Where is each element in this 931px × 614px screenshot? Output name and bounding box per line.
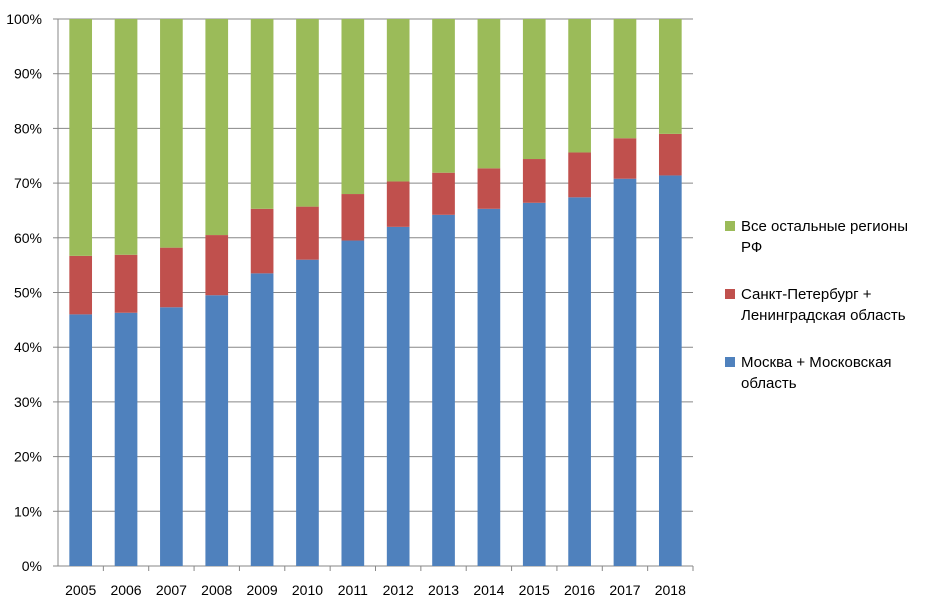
bar-segment-series-1-2008 — [205, 235, 229, 296]
bar-segment-series-1-2007 — [160, 247, 183, 308]
bar-segment-series-0-2015 — [522, 202, 546, 567]
x-tick-label: 2012 — [383, 582, 414, 598]
bar-segment-series-0-2006 — [114, 312, 138, 566]
bar-segment-series-0-2017 — [613, 178, 637, 566]
bar-segment-series-1-2013 — [432, 172, 455, 215]
x-tick-label: 2014 — [473, 582, 504, 598]
bar-segment-series-1-2009 — [250, 208, 274, 274]
legend-label-other-regions-line2: РФ — [741, 239, 763, 256]
x-tick-label: 2018 — [655, 582, 686, 598]
bar-segment-series-0-2016 — [568, 197, 591, 566]
bar-segment-series-0-2009 — [250, 273, 274, 566]
bar-segment-series-1-2016 — [568, 152, 591, 198]
bar-segment-series-2-2017 — [613, 19, 637, 139]
legend-label-spb-line2: Ленинградская область — [741, 307, 906, 324]
y-tick-label: 20% — [14, 449, 42, 465]
bar-segment-series-2-2011 — [341, 19, 365, 195]
bar-segment-series-0-2018 — [658, 175, 682, 566]
x-tick-label: 2011 — [338, 582, 368, 598]
bar-segment-series-1-2011 — [341, 194, 365, 241]
legend: Все остальные регионы РФ Санкт-Петербург… — [725, 216, 925, 420]
legend-item-moscow: Москва + Московская область — [725, 352, 925, 394]
bar-segment-series-1-2015 — [522, 159, 546, 203]
legend-item-spb: Санкт-Петербург + Ленинградская область — [725, 284, 925, 326]
bar-segment-series-0-2013 — [432, 214, 455, 567]
x-tick-label: 2006 — [110, 582, 141, 598]
bar-segment-series-0-2007 — [160, 307, 183, 566]
bar-segment-series-0-2014 — [477, 208, 501, 566]
bar-segment-series-2-2015 — [522, 19, 546, 160]
bar-segment-series-2-2009 — [250, 19, 274, 209]
bar-segment-series-0-2010 — [296, 259, 319, 566]
legend-item-other-regions: Все остальные регионы РФ — [725, 216, 925, 258]
bar-segment-series-2-2016 — [568, 19, 591, 153]
y-tick-label: 30% — [14, 394, 42, 410]
legend-swatch-spb — [725, 289, 735, 299]
y-tick-label: 40% — [14, 339, 42, 355]
bar-segment-series-1-2005 — [69, 255, 93, 315]
x-tick-label: 2008 — [201, 582, 232, 598]
legend-label-moscow-line2: область — [741, 375, 797, 392]
legend-swatch-other-regions — [725, 221, 735, 231]
bar-segment-series-2-2007 — [160, 19, 183, 248]
x-tick-label: 2007 — [156, 582, 187, 598]
bar-segment-series-2-2008 — [205, 19, 229, 236]
bar-segment-series-0-2008 — [205, 295, 229, 566]
y-tick-label: 0% — [22, 558, 42, 574]
bar-segment-series-2-2013 — [432, 19, 455, 173]
bar-segment-series-2-2010 — [296, 19, 319, 207]
bar-segment-series-1-2014 — [477, 168, 501, 209]
bar-segment-series-2-2018 — [658, 19, 682, 134]
y-tick-label: 90% — [14, 66, 42, 82]
y-tick-label: 50% — [14, 285, 42, 301]
bar-segment-series-2-2005 — [69, 19, 93, 256]
legend-label-spb-line1: Санкт-Петербург + — [741, 286, 872, 303]
bar-segment-series-2-2006 — [114, 19, 138, 255]
bar-segment-series-2-2012 — [386, 19, 410, 182]
y-tick-label: 70% — [14, 175, 42, 191]
bar-segment-series-0-2005 — [69, 314, 93, 566]
x-tick-label: 2005 — [65, 582, 96, 598]
x-tick-label: 2010 — [292, 582, 323, 598]
y-tick-label: 60% — [14, 230, 42, 246]
legend-label-other-regions-line1: Все остальные регионы — [741, 218, 908, 235]
x-tick-label: 2017 — [609, 582, 640, 598]
bar-segment-series-0-2011 — [341, 240, 365, 566]
bar-segment-series-1-2010 — [296, 206, 319, 260]
bar-segment-series-1-2012 — [386, 181, 410, 227]
x-tick-label: 2013 — [428, 582, 459, 598]
x-tick-label: 2016 — [564, 582, 595, 598]
bar-segment-series-0-2012 — [386, 226, 410, 567]
bar-segment-series-1-2017 — [613, 138, 637, 179]
legend-swatch-moscow — [725, 357, 735, 367]
bar-segment-series-1-2018 — [658, 133, 682, 176]
y-tick-label: 80% — [14, 120, 42, 136]
y-tick-label: 100% — [6, 11, 42, 27]
x-tick-label: 2015 — [519, 582, 550, 598]
legend-label-moscow-line1: Москва + Московская — [741, 354, 892, 371]
y-tick-label: 10% — [14, 503, 42, 519]
bar-segment-series-1-2006 — [114, 254, 138, 313]
x-tick-label: 2009 — [247, 582, 278, 598]
bar-segment-series-2-2014 — [477, 19, 501, 169]
